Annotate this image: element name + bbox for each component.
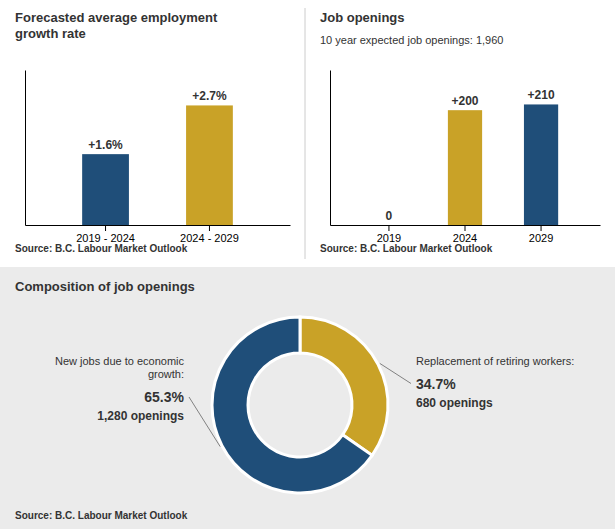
tick-label: 2024 - 2029 [180, 232, 239, 244]
tick-label: 2029 [529, 232, 553, 244]
subtitle: 10 year expected job openings: 1,960 [320, 34, 503, 46]
title: Job openings [320, 10, 405, 25]
tick-label: 2019 [377, 232, 401, 244]
y-axis [330, 71, 331, 226]
x-axis: 2019 - 2024 2024 - 2029 [26, 225, 291, 244]
bar [82, 154, 129, 225]
tick-mark [209, 225, 210, 231]
title: Composition of job openings [15, 279, 195, 294]
slice-label: Replacement of retiring workers: [416, 355, 574, 367]
slice-label: New jobs due to economicgrowth: [55, 355, 185, 380]
data-label: +210 [528, 88, 555, 102]
bar [186, 105, 233, 225]
tick: 2019 - 2024 [76, 225, 135, 244]
tick-mark [465, 225, 466, 231]
bar [372, 225, 406, 226]
x-axis-line [26, 225, 291, 226]
source: Source: B.C. Labour Market Outlook [15, 510, 188, 521]
tick-label: 2024 [453, 232, 477, 244]
bars [448, 104, 558, 225]
slice-value: 34.7% [416, 376, 456, 392]
data-label: +200 [451, 94, 478, 108]
page: Forecasted average employmentgrowth rate… [0, 0, 615, 529]
slice-count: 1,280 openings [97, 409, 184, 423]
bar [524, 104, 558, 225]
y-axis-line [25, 71, 26, 226]
bottom-background [0, 267, 615, 529]
bars [82, 105, 233, 225]
y-axis [25, 71, 26, 226]
slice [212, 317, 372, 493]
donut [212, 317, 388, 493]
data-label: 0 [386, 209, 393, 223]
title: Forecasted average employmentgrowth rate [15, 10, 218, 41]
data-label: +1.6% [88, 138, 123, 152]
bar-panel: Job openings 10 year expected job opening… [320, 10, 601, 254]
separator [305, 8, 306, 259]
y-axis-line [330, 71, 331, 226]
tick: 2024 [453, 225, 477, 244]
tick: 2029 [529, 225, 553, 244]
slice-count: 680 openings [416, 396, 493, 410]
leader-line [380, 363, 411, 383]
x-axis: 2019 2024 2029 [331, 225, 601, 244]
bar-panel: Forecasted average employmentgrowth rate… [15, 10, 291, 254]
bar [448, 110, 482, 225]
tick-mark [388, 225, 389, 231]
source: Source: B.C. Labour Market Outlook [15, 243, 188, 254]
top-background [0, 0, 615, 267]
tick: 2019 [377, 225, 401, 244]
tick-label: 2019 - 2024 [76, 232, 135, 244]
tick: 2024 - 2029 [180, 225, 239, 244]
slice-value: 65.3% [144, 389, 184, 405]
tick-mark [541, 225, 542, 231]
leader-line [189, 397, 220, 447]
data-label: +2.7% [192, 89, 227, 103]
source: Source: B.C. Labour Market Outlook [320, 243, 493, 254]
tick-mark [105, 225, 106, 231]
pie-panel: Composition of job openings Replacement o… [15, 279, 574, 521]
